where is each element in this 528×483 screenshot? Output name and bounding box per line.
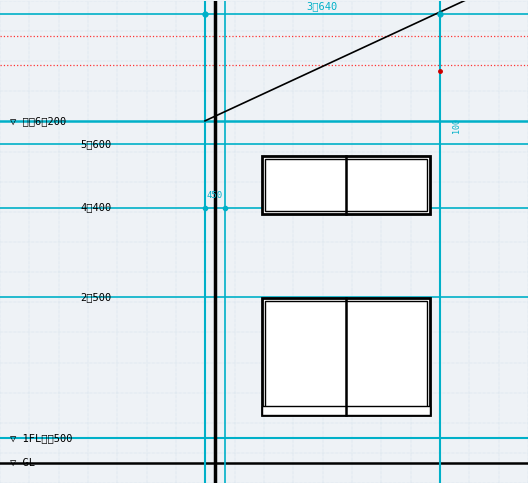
Bar [265, 301, 427, 410]
Bar [265, 159, 427, 211]
Text: ▽ 1FL　　500: ▽ 1FL 500 [10, 433, 72, 443]
Text: 450: 450 [207, 191, 223, 200]
Bar [262, 156, 430, 213]
Bar [262, 298, 430, 415]
Text: ▽ 軒高6，200: ▽ 軒高6，200 [10, 116, 66, 126]
Bar [262, 407, 430, 415]
Text: 3，640: 3，640 [306, 1, 337, 11]
Text: ▽ GL: ▽ GL [10, 458, 35, 468]
Text: 4，400: 4，400 [80, 203, 111, 213]
Text: 2，500: 2，500 [80, 292, 111, 302]
Text: 100: 100 [452, 118, 461, 133]
Text: 5，600: 5，600 [80, 139, 111, 149]
